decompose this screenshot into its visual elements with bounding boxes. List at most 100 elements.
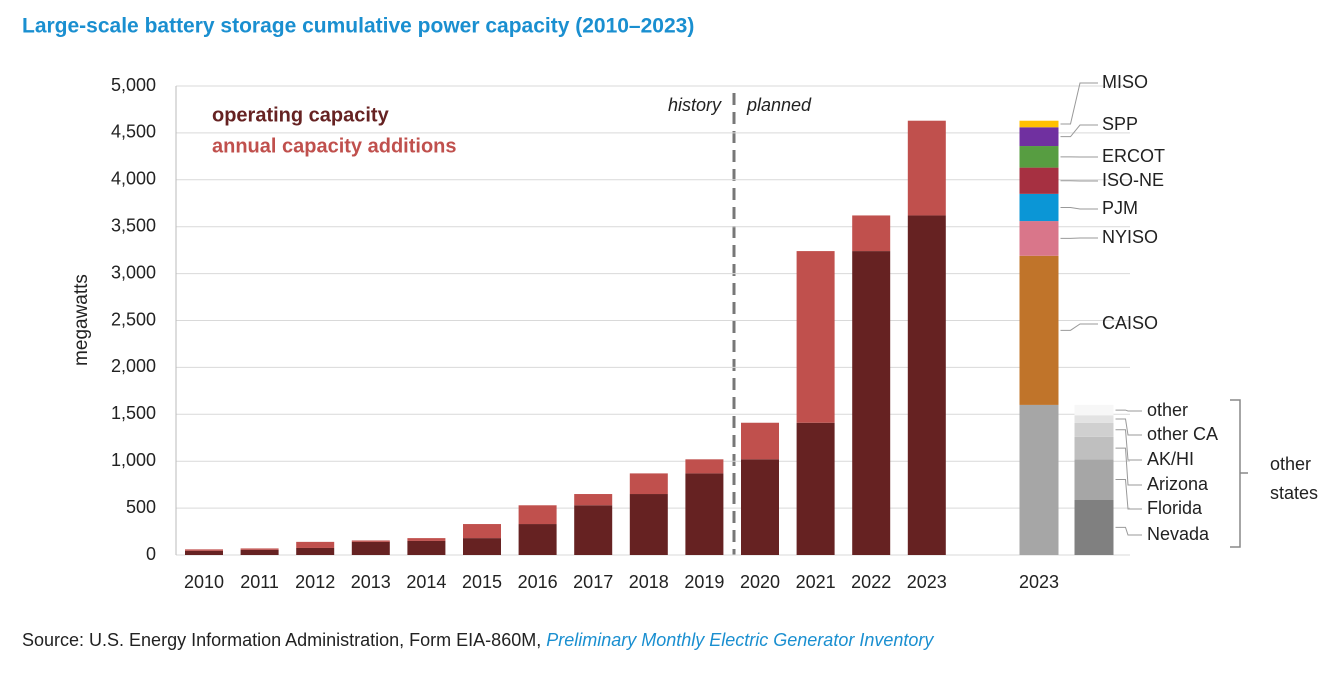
bar-segment (407, 540, 446, 555)
bar-segment (629, 473, 668, 495)
bar-segment (1019, 193, 1059, 222)
segment-label: CAISO (1102, 313, 1158, 333)
x-tick-label: 2023 (1019, 572, 1059, 592)
x-tick-label: 2011 (240, 572, 279, 592)
bar-segment (1019, 255, 1059, 405)
y-tick-label: 3,000 (111, 262, 156, 282)
y-tick-label: 3,500 (111, 215, 156, 235)
bar-segment (852, 251, 891, 555)
x-tick-label: 2023 (907, 572, 947, 592)
chart: Large-scale battery storage cumulative p… (22, 15, 1318, 592)
bar-segment (574, 505, 613, 555)
source-text: Source: U.S. Energy Information Administ… (22, 630, 547, 650)
leader-line (1060, 124, 1098, 138)
bar-segment (1019, 127, 1059, 147)
y-axis-label: megawatts (71, 274, 92, 366)
bar-segment (629, 494, 668, 555)
bar-segment (351, 540, 390, 542)
bar-segment (796, 251, 835, 423)
group-label-line: states (1270, 483, 1318, 503)
segment-label: PJM (1102, 198, 1138, 218)
bar-segment (463, 524, 501, 539)
segment-label: SPP (1102, 114, 1138, 134)
segment-label: Arizona (1147, 474, 1209, 494)
bar-segment (185, 550, 223, 555)
x-tick-label: 2014 (406, 572, 446, 592)
leader-line (1060, 323, 1098, 331)
x-tick-label: 2017 (573, 572, 613, 592)
bar-segment (1019, 146, 1059, 168)
bar-segment (518, 524, 557, 555)
bar-segment (463, 538, 501, 555)
y-tick-label: 1,500 (111, 403, 156, 423)
bar-segment (296, 541, 335, 548)
x-tick-label: 2018 (629, 572, 669, 592)
annotation: history (668, 95, 722, 115)
group-label: other states (1270, 454, 1318, 503)
y-tick-label: 2,000 (111, 356, 156, 376)
source-link[interactable]: Preliminary Monthly Electric Generator I… (546, 630, 934, 650)
leader-line (1115, 526, 1142, 536)
legend-entry: annual capacity additions (212, 135, 457, 157)
x-tick-label: 2012 (295, 572, 335, 592)
segment-label: NYISO (1102, 227, 1158, 247)
bar-segment (574, 494, 613, 506)
bar-segment (1019, 221, 1059, 256)
y-tick-label: 4,000 (111, 169, 156, 189)
source: Source: U.S. Energy Information Administ… (22, 630, 933, 651)
bar-segment (1074, 422, 1114, 437)
leader-line (1115, 478, 1142, 510)
bar-segment (741, 459, 779, 555)
x-tick-label: 2015 (462, 572, 502, 592)
chart-title: Large-scale battery storage cumulative p… (22, 15, 694, 38)
segment-label: AK/HI (1147, 449, 1194, 469)
bar-segment (407, 538, 446, 541)
leader-line (1115, 447, 1142, 486)
bar-segment (518, 505, 557, 525)
x-tick-label: 2020 (740, 572, 780, 592)
y-tick-label: 2,500 (111, 309, 156, 329)
y-tick-label: 0 (146, 544, 156, 564)
bar-segment (240, 548, 279, 550)
x-tick-label: 2013 (351, 572, 391, 592)
bar-segment (1074, 459, 1114, 500)
segment-label: other CA (1147, 424, 1218, 444)
x-tick-label: 2021 (796, 572, 836, 592)
bar-segment (1019, 404, 1059, 555)
y-tick-label: 4,500 (111, 122, 156, 142)
segment-label: ERCOT (1102, 146, 1165, 166)
segment-label: MISO (1102, 72, 1148, 92)
leader-line (1060, 206, 1098, 210)
x-tick-label: 2019 (684, 572, 724, 592)
bar-segment (741, 422, 779, 460)
segment-label: ISO-NE (1102, 170, 1164, 190)
bar-segment (1074, 499, 1114, 555)
bar-segment (240, 549, 279, 555)
bar-segment (1074, 404, 1114, 416)
y-tick-label: 1,000 (111, 450, 156, 470)
bar-segment (1019, 167, 1059, 194)
bar-segment (685, 459, 724, 474)
bar-segment (907, 120, 946, 216)
leader-line (1115, 418, 1142, 436)
bar-segment (852, 215, 891, 252)
bar-segment (185, 549, 223, 551)
leader-line (1115, 409, 1142, 412)
y-tick-label: 500 (126, 497, 156, 517)
bar-segment (1019, 120, 1059, 128)
y-tick-label: 5,000 (111, 75, 156, 95)
annotation: planned (746, 95, 812, 115)
bracket (1230, 399, 1248, 548)
bar-segment (1074, 415, 1114, 423)
segment-label: Florida (1147, 498, 1203, 518)
bar-segment (907, 215, 946, 555)
bar-segment (296, 547, 335, 555)
group-label-line: other (1270, 454, 1311, 474)
segment-label: other (1147, 400, 1188, 420)
bar-segment (685, 473, 724, 555)
bar-segment (351, 541, 390, 555)
leader-line (1115, 429, 1142, 461)
x-tick-label: 2010 (184, 572, 224, 592)
x-tick-label: 2022 (851, 572, 891, 592)
